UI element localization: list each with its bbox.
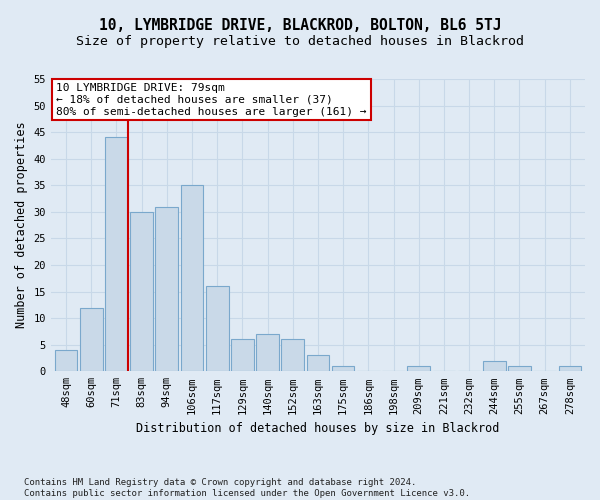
Bar xyxy=(281,340,304,372)
Bar xyxy=(332,366,355,372)
Bar xyxy=(559,366,581,372)
Bar xyxy=(80,308,103,372)
Text: 10, LYMBRIDGE DRIVE, BLACKROD, BOLTON, BL6 5TJ: 10, LYMBRIDGE DRIVE, BLACKROD, BOLTON, B… xyxy=(99,18,501,32)
Bar xyxy=(105,138,128,372)
Y-axis label: Number of detached properties: Number of detached properties xyxy=(15,122,28,328)
X-axis label: Distribution of detached houses by size in Blackrod: Distribution of detached houses by size … xyxy=(136,422,500,435)
Bar xyxy=(307,356,329,372)
Bar xyxy=(130,212,153,372)
Bar xyxy=(55,350,77,372)
Bar xyxy=(407,366,430,372)
Bar xyxy=(181,186,203,372)
Bar xyxy=(155,206,178,372)
Bar xyxy=(483,360,506,372)
Text: Size of property relative to detached houses in Blackrod: Size of property relative to detached ho… xyxy=(76,35,524,48)
Bar xyxy=(206,286,229,372)
Bar xyxy=(508,366,531,372)
Bar xyxy=(256,334,279,372)
Text: Contains HM Land Registry data © Crown copyright and database right 2024.
Contai: Contains HM Land Registry data © Crown c… xyxy=(24,478,470,498)
Text: 10 LYMBRIDGE DRIVE: 79sqm
← 18% of detached houses are smaller (37)
80% of semi-: 10 LYMBRIDGE DRIVE: 79sqm ← 18% of detac… xyxy=(56,84,367,116)
Bar xyxy=(231,340,254,372)
